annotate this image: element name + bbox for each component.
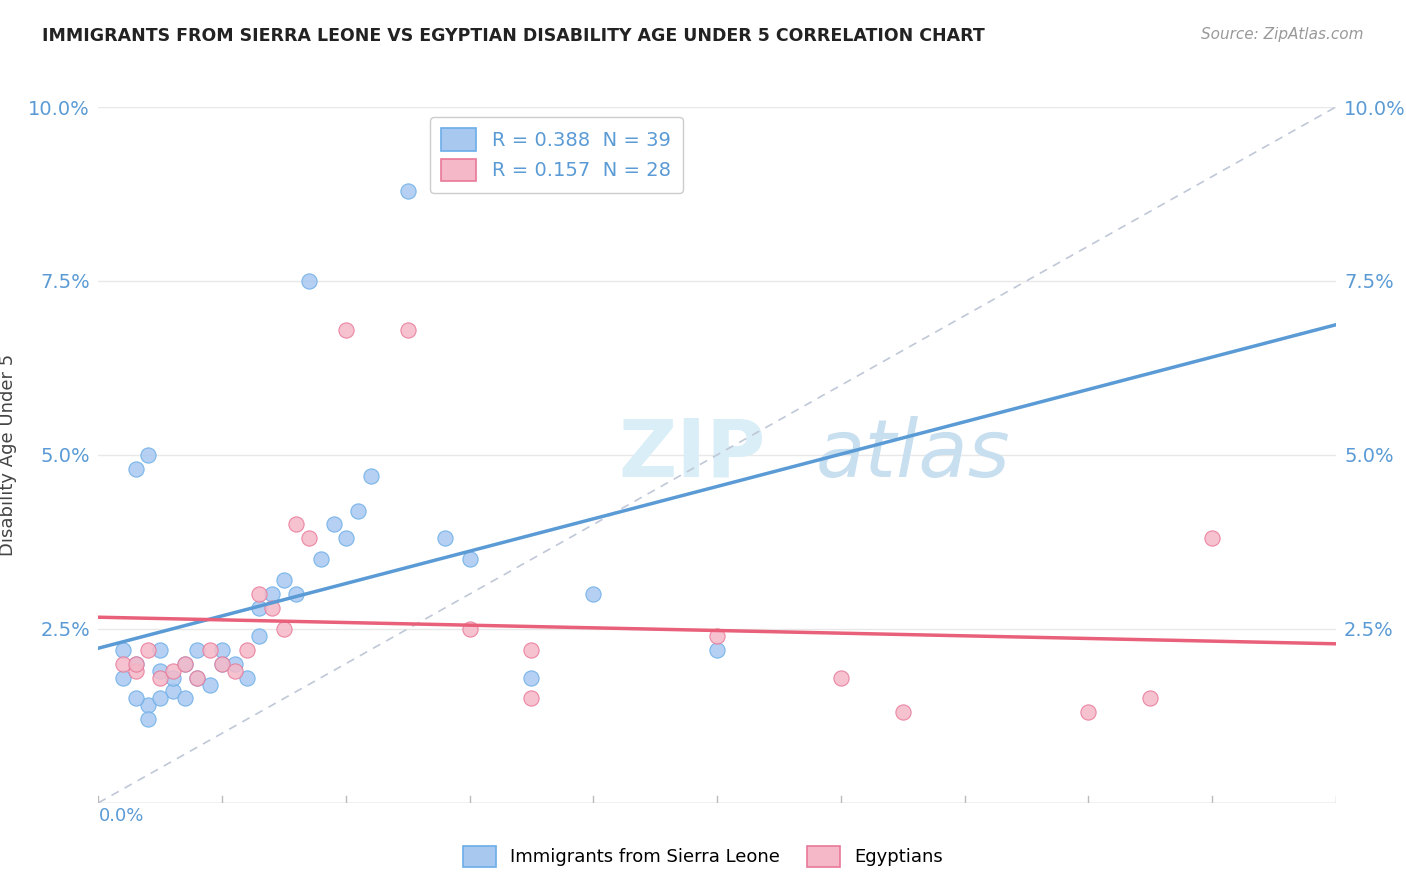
Point <box>298 532 321 546</box>
Point <box>198 677 221 691</box>
Point <box>149 691 172 706</box>
Point <box>162 684 184 698</box>
Point <box>124 691 146 706</box>
Point <box>198 642 221 657</box>
Point <box>396 323 419 337</box>
Point <box>162 664 184 678</box>
Point <box>136 642 159 657</box>
Point <box>298 274 321 288</box>
Point <box>112 642 135 657</box>
Point <box>136 448 159 462</box>
Point <box>273 622 295 636</box>
Point <box>360 468 382 483</box>
Point <box>520 671 543 685</box>
Point <box>236 642 259 657</box>
Point <box>174 691 197 706</box>
Point <box>335 532 357 546</box>
Point <box>149 671 172 685</box>
Point <box>285 587 308 601</box>
Point <box>891 706 914 720</box>
Point <box>458 622 481 636</box>
Point <box>706 642 728 657</box>
Point <box>273 573 295 587</box>
Point <box>260 587 283 601</box>
Point <box>112 671 135 685</box>
Point <box>247 587 270 601</box>
Point <box>136 712 159 726</box>
Point <box>458 552 481 566</box>
Point <box>1139 691 1161 706</box>
Point <box>211 642 233 657</box>
Point <box>162 671 184 685</box>
Legend: R = 0.388  N = 39, R = 0.157  N = 28: R = 0.388 N = 39, R = 0.157 N = 28 <box>430 117 683 193</box>
Point <box>186 671 208 685</box>
Point <box>224 657 246 671</box>
Point <box>247 629 270 643</box>
Point <box>124 657 146 671</box>
Point <box>149 664 172 678</box>
Point <box>520 691 543 706</box>
Point <box>186 671 208 685</box>
Point <box>136 698 159 713</box>
Text: Source: ZipAtlas.com: Source: ZipAtlas.com <box>1201 27 1364 42</box>
Point <box>124 657 146 671</box>
Point <box>830 671 852 685</box>
Point <box>247 601 270 615</box>
Point <box>211 657 233 671</box>
Point <box>1077 706 1099 720</box>
Point <box>174 657 197 671</box>
Point <box>1201 532 1223 546</box>
Point <box>347 503 370 517</box>
Point <box>124 462 146 476</box>
Point <box>149 642 172 657</box>
Point <box>260 601 283 615</box>
Point <box>124 664 146 678</box>
Point <box>211 657 233 671</box>
Point <box>396 184 419 198</box>
Point <box>433 532 456 546</box>
Point <box>224 664 246 678</box>
Point <box>309 552 332 566</box>
Point <box>186 642 208 657</box>
Point <box>112 657 135 671</box>
Text: IMMIGRANTS FROM SIERRA LEONE VS EGYPTIAN DISABILITY AGE UNDER 5 CORRELATION CHAR: IMMIGRANTS FROM SIERRA LEONE VS EGYPTIAN… <box>42 27 986 45</box>
Text: atlas: atlas <box>815 416 1011 494</box>
Point <box>520 642 543 657</box>
Point <box>174 657 197 671</box>
Point <box>706 629 728 643</box>
Point <box>236 671 259 685</box>
Point <box>582 587 605 601</box>
Point <box>322 517 344 532</box>
Legend: Immigrants from Sierra Leone, Egyptians: Immigrants from Sierra Leone, Egyptians <box>456 838 950 874</box>
Text: ZIP: ZIP <box>619 416 765 494</box>
Point <box>335 323 357 337</box>
Point <box>285 517 308 532</box>
Text: 0.0%: 0.0% <box>98 807 143 825</box>
Y-axis label: Disability Age Under 5: Disability Age Under 5 <box>0 354 17 556</box>
